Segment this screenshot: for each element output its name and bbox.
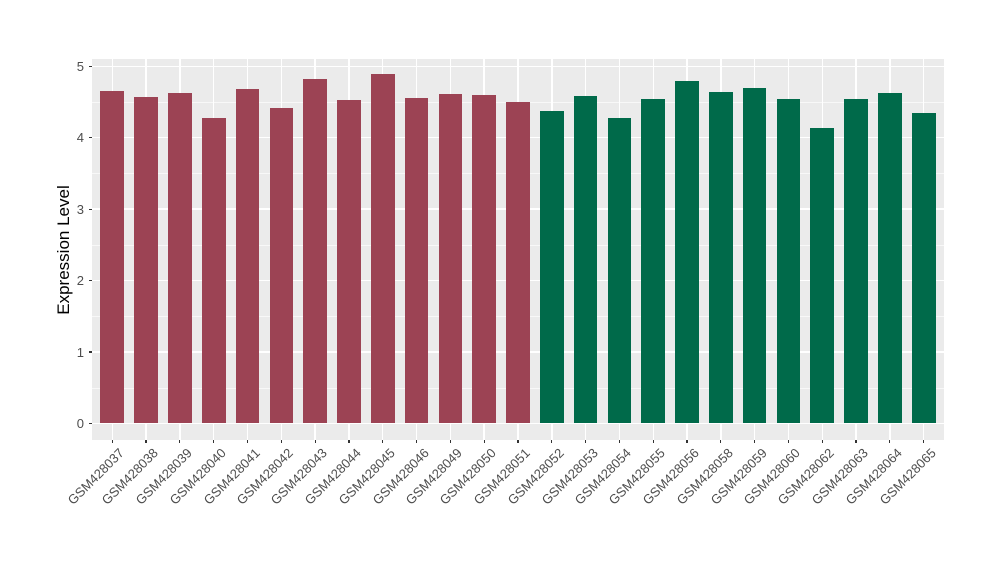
x-tick-mark <box>551 440 553 443</box>
bar-GSM428051 <box>506 102 530 424</box>
bar-GSM428060 <box>776 99 801 424</box>
x-tick-mark <box>517 440 519 443</box>
y-tick-mark <box>89 208 92 210</box>
x-tick-mark <box>145 440 147 443</box>
bar-GSM428059 <box>742 88 767 424</box>
x-tick-mark <box>246 440 249 443</box>
x-tick-mark <box>889 440 891 443</box>
x-tick-mark <box>923 440 925 443</box>
y-axis-tick-label: 3 <box>76 201 84 217</box>
bar-GSM428064 <box>878 93 902 424</box>
bar-GSM428042 <box>269 108 294 424</box>
y-tick-mark <box>89 422 92 425</box>
x-tick-mark <box>213 440 215 443</box>
x-tick-mark <box>179 440 181 443</box>
x-tick-mark <box>585 440 587 443</box>
x-tick-mark <box>652 440 654 443</box>
bar-GSM428038 <box>134 97 158 424</box>
x-tick-mark <box>449 440 451 443</box>
y-tick-mark <box>89 65 92 67</box>
x-tick-mark <box>686 440 688 443</box>
y-tick-mark <box>89 351 92 353</box>
x-tick-mark <box>754 440 756 443</box>
x-tick-mark <box>280 440 282 443</box>
bar-GSM428063 <box>844 99 868 424</box>
bar-GSM428054 <box>607 117 632 424</box>
bar-GSM428062 <box>810 128 835 424</box>
x-tick-mark <box>348 440 350 443</box>
y-axis-tick-label: 4 <box>76 130 84 146</box>
x-tick-mark <box>415 440 418 443</box>
bar-GSM428046 <box>404 98 429 424</box>
x-tick-mark <box>787 440 790 443</box>
bar-GSM428039 <box>168 93 192 424</box>
x-tick-mark <box>720 440 722 443</box>
bar-GSM428040 <box>201 117 226 424</box>
y-axis-tick-label: 5 <box>76 58 84 74</box>
y-axis-tick-label: 2 <box>76 273 84 289</box>
bar-GSM428043 <box>303 79 327 424</box>
y-tick-mark <box>89 280 92 282</box>
bar-GSM428049 <box>438 94 463 424</box>
x-tick-mark <box>314 440 316 443</box>
y-axis-tick-label: 1 <box>76 344 84 360</box>
x-tick-mark <box>618 440 621 443</box>
bar-GSM428056 <box>675 80 699 424</box>
bar-GSM428041 <box>235 89 260 424</box>
x-tick-mark <box>855 440 857 443</box>
x-tick-mark <box>382 440 384 443</box>
bar-GSM428050 <box>472 94 496 424</box>
bar-GSM428065 <box>911 113 936 424</box>
x-tick-mark <box>821 440 823 443</box>
bar-GSM428045 <box>370 74 395 424</box>
bar-GSM428052 <box>539 111 564 424</box>
y-tick-mark <box>89 137 92 139</box>
bar-GSM428053 <box>573 96 598 424</box>
bar-GSM428055 <box>641 99 666 424</box>
bar-GSM428044 <box>337 99 361 424</box>
chart-panel <box>92 59 944 440</box>
y-axis-tick-label: 0 <box>76 416 84 431</box>
bar-GSM428058 <box>709 92 733 424</box>
bar-GSM428037 <box>100 91 125 424</box>
x-tick-mark <box>483 440 485 443</box>
x-tick-mark <box>111 440 113 443</box>
